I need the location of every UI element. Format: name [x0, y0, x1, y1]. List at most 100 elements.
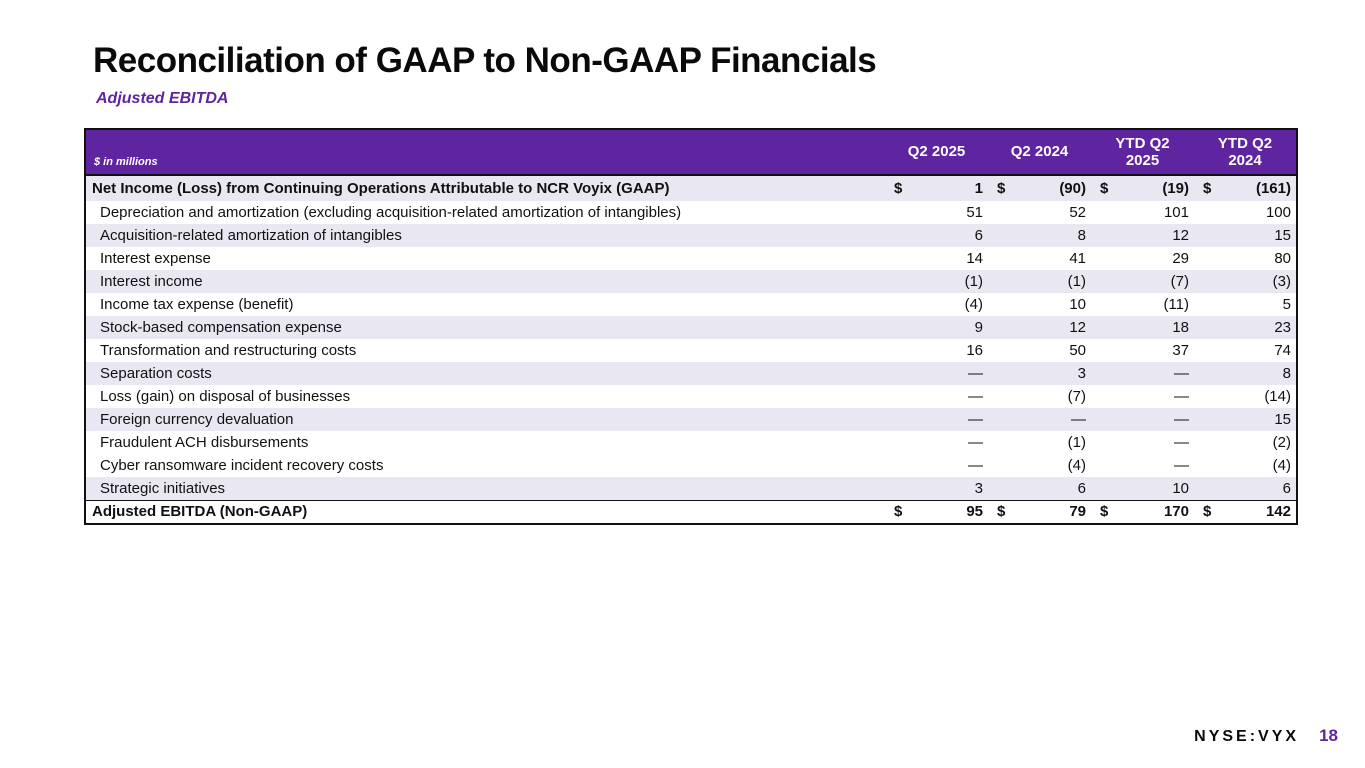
row-value: $79: [988, 499, 1091, 524]
row-label: Net Income (Loss) from Continuing Operat…: [92, 180, 670, 197]
row-value: 6: [1282, 479, 1291, 497]
table-row: Stock-based compensation expense 9 12 18 23: [85, 316, 1297, 339]
row-value: (7): [1170, 273, 1189, 290]
column-header-q2-2024: Q2 2024: [988, 129, 1091, 176]
row-value: $95: [885, 499, 988, 524]
row-value: (3): [1272, 273, 1291, 290]
row-value: 41: [1069, 250, 1086, 267]
row-value: 74: [1274, 342, 1291, 359]
currency-symbol: $: [997, 180, 1006, 197]
slide-footer: NYSE:VYX 18: [1194, 726, 1338, 746]
row-value: —: [1071, 411, 1086, 428]
row-value: $ (161): [1203, 180, 1291, 197]
row-value: 14: [966, 250, 983, 267]
row-label: Income tax expense (benefit): [100, 296, 294, 313]
page-title: Reconciliation of GAAP to Non-GAAP Finan…: [93, 41, 877, 81]
page-number: 18: [1319, 726, 1338, 745]
row-label: Interest expense: [100, 250, 211, 267]
row-value: 3: [974, 479, 983, 497]
row-label: Separation costs: [100, 365, 212, 382]
row-label: Foreign currency devaluation: [100, 411, 294, 428]
row-label: Loss (gain) on disposal of businesses: [100, 388, 351, 405]
row-label: Depreciation and amortization (excluding…: [100, 204, 682, 221]
table-row: Depreciation and amortization (excluding…: [85, 201, 1297, 224]
row-value: (14): [1264, 388, 1291, 405]
row-value: 100: [1265, 204, 1291, 221]
column-header-ytd-q2-2025: YTD Q2 2025: [1091, 129, 1194, 176]
row-value: —: [968, 411, 983, 428]
row-value: —: [968, 365, 983, 382]
row-label: Adjusted EBITDA (Non-GAAP): [85, 499, 885, 524]
row-value: 6: [974, 227, 983, 244]
row-label: Strategic initiatives: [100, 479, 226, 497]
reconciliation-table: $ in millions Q2 2025 Q2 2024 YTD Q2 202…: [84, 128, 1298, 525]
row-value: 12: [1069, 319, 1086, 336]
table-row: Interest income (1) (1) (7) (3): [85, 270, 1297, 293]
row-value: $1: [894, 180, 983, 197]
row-value: —: [1174, 365, 1189, 382]
row-value: 23: [1274, 319, 1291, 336]
row-value: (1): [964, 273, 983, 290]
table-row: Loss (gain) on disposal of businesses — (7…: [85, 385, 1297, 408]
currency-symbol: $: [894, 503, 903, 521]
table-row: Cyber ransomware incident recovery costs…: [85, 454, 1297, 477]
row-label: Cyber ransomware incident recovery costs: [100, 457, 384, 474]
currency-symbol: $: [997, 503, 1006, 521]
row-value: (1): [1067, 273, 1086, 290]
row-value: (1): [1067, 434, 1086, 451]
row-value: 52: [1069, 204, 1086, 221]
row-value: (11): [1163, 296, 1189, 313]
row-label: Acquisition-related amortization of inta…: [100, 227, 402, 244]
table-row: Transformation and restructuring costs 16…: [85, 339, 1297, 362]
row-label: Stock-based compensation expense: [100, 319, 342, 336]
row-value: 101: [1163, 204, 1189, 221]
column-header-q2-2025: Q2 2025: [885, 129, 988, 176]
row-label: Fraudulent ACH disbursements: [100, 434, 309, 451]
table-row: Fraudulent ACH disbursements — (1) — (2): [85, 431, 1297, 454]
row-value: (4): [964, 296, 983, 313]
row-value: (2): [1272, 434, 1291, 451]
row-value: —: [1174, 388, 1189, 405]
row-label: Transformation and restructuring costs: [100, 342, 357, 359]
row-value: 18: [1172, 319, 1189, 336]
row-value: $ (19): [1100, 180, 1189, 197]
row-value: (4): [1067, 457, 1086, 474]
row-value: —: [968, 434, 983, 451]
row-value: $170: [1091, 499, 1194, 524]
currency-symbol: $: [894, 180, 903, 197]
row-value: —: [1174, 434, 1189, 451]
row-value: 15: [1274, 411, 1291, 428]
row-value: 50: [1069, 342, 1086, 359]
row-value: 29: [1172, 250, 1189, 267]
reconciliation-table-container: $ in millions Q2 2025 Q2 2024 YTD Q2 202…: [84, 128, 1298, 525]
row-value: 15: [1274, 227, 1291, 244]
row-value: 6: [1077, 479, 1086, 497]
row-value: 37: [1172, 342, 1189, 359]
row-value: 16: [966, 342, 983, 359]
row-value: —: [968, 388, 983, 405]
ticker-label: NYSE:VYX: [1194, 728, 1300, 745]
currency-symbol: $: [1203, 180, 1212, 197]
row-value: —: [968, 457, 983, 474]
row-value: —: [1174, 411, 1189, 428]
table-row: Separation costs — 3 — 8: [85, 362, 1297, 385]
header-row: $ in millions Q2 2025 Q2 2024 YTD Q2 202…: [85, 129, 1297, 176]
row-value: 10: [1172, 479, 1189, 497]
row-value: 80: [1274, 250, 1291, 267]
row-value: $ (90): [997, 180, 1086, 197]
table-body: Net Income (Loss) from Continuing Operat…: [85, 175, 1297, 500]
table-total: Adjusted EBITDA (Non-GAAP) $95 $79 $170 …: [85, 499, 1297, 524]
row-value: —: [1174, 457, 1189, 474]
currency-symbol: $: [1100, 180, 1109, 197]
currency-symbol: $: [1203, 503, 1212, 521]
row-value: (7): [1067, 388, 1086, 405]
row-value: 9: [974, 319, 983, 336]
row-value: 51: [966, 204, 983, 221]
row-value: $142: [1194, 499, 1297, 524]
table-row: Strategic initiatives 3 6 10 6: [85, 477, 1297, 500]
row-label: Interest income: [100, 273, 203, 290]
slide-subtitle: Adjusted EBITDA: [96, 90, 229, 107]
row-value: 8: [1282, 365, 1291, 382]
units-label: $ in millions: [85, 129, 885, 176]
